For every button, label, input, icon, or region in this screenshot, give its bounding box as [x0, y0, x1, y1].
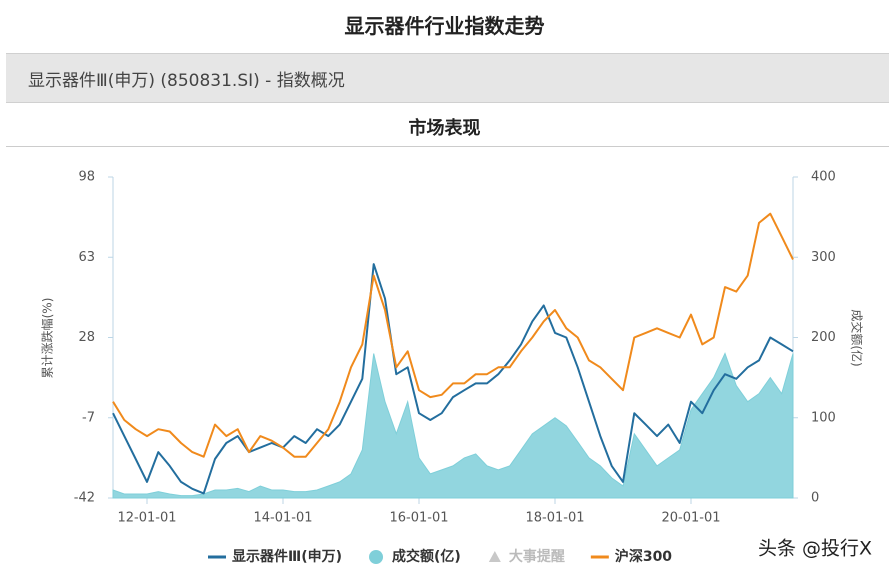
- y-tick-label: 98: [78, 170, 95, 185]
- x-tick-label: 14-01-01: [253, 511, 312, 526]
- legend-label: 沪深300: [615, 548, 672, 565]
- series-line: [112, 263, 794, 495]
- y-tick-label: -42: [74, 491, 95, 506]
- x-tick-label: 18-01-01: [525, 511, 584, 526]
- header-bar: 显示器件Ⅲ(申万) (850831.SI) - 指数概况: [6, 53, 889, 103]
- y-axis-label: 累计涨跌幅(%): [40, 298, 55, 379]
- series-line: [112, 212, 794, 458]
- x-tick-label: 20-01-01: [661, 511, 720, 526]
- legend-marker: [488, 551, 501, 562]
- section-title: 市场表现: [408, 118, 481, 139]
- y2-tick-label: 300: [811, 250, 836, 265]
- y2-tick-label: 100: [811, 410, 836, 425]
- y-tick-label: -7: [82, 410, 95, 425]
- y-tick-label: 63: [78, 250, 95, 265]
- y2-tick-label: 400: [811, 170, 836, 185]
- legend-label: 大事提醒: [509, 548, 565, 565]
- header-text: 显示器件Ⅲ(申万) (850831.SI) - 指数概况: [28, 71, 345, 91]
- y2-tick-label: 200: [811, 330, 836, 345]
- x-tick-label: 12-01-01: [117, 511, 176, 526]
- legend-marker: [369, 550, 384, 564]
- legend-label: 显示器件Ⅲ(申万): [232, 548, 342, 565]
- x-tick-label: 16-01-01: [389, 511, 448, 526]
- y2-tick-label: 0: [811, 491, 819, 506]
- y2-axis-label: 成交额(亿): [850, 309, 865, 366]
- volume-area: [112, 352, 794, 499]
- divider: [6, 146, 889, 147]
- page-title: 显示器件行业指数走势: [344, 14, 545, 38]
- legend-label: 成交额(亿): [392, 548, 461, 565]
- watermark: 头条 @投行X: [758, 538, 872, 560]
- y-tick-label: 28: [78, 330, 95, 345]
